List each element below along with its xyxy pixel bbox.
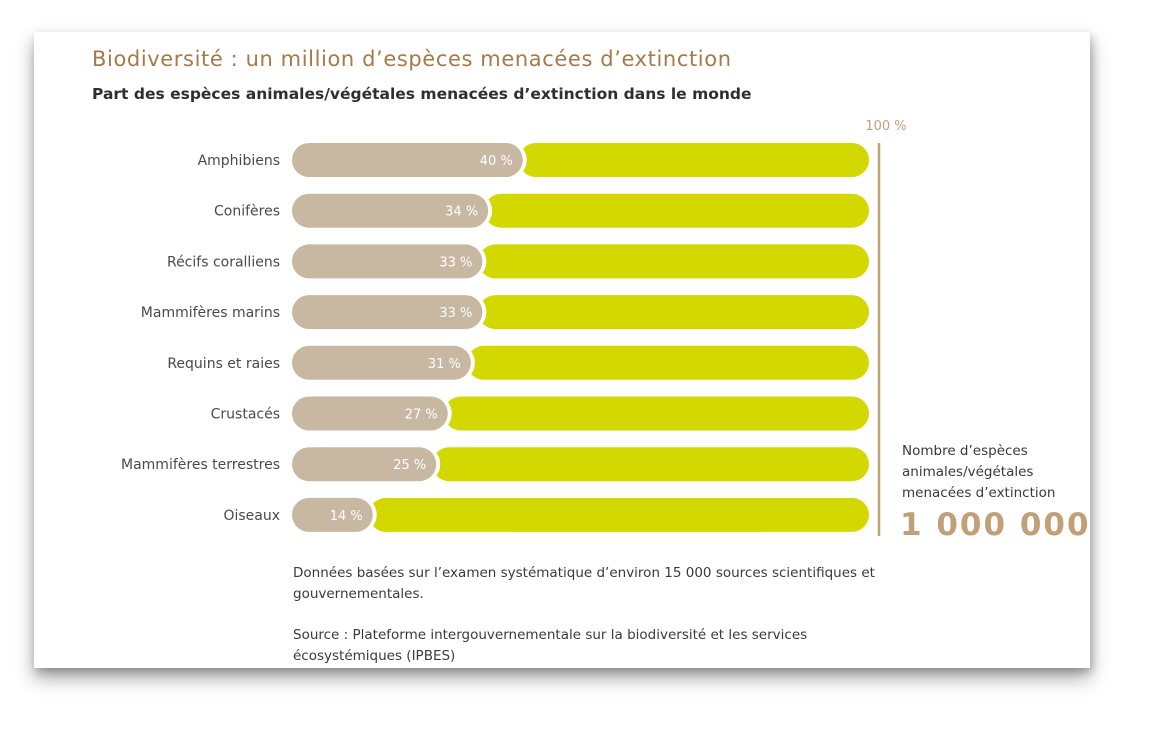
bar-threatened [292,244,483,279]
category-label: Crustacés [211,407,280,423]
category-label: Mammifères marins [141,305,280,321]
bar-threatened [292,193,489,228]
bar-value-label: 40 % [480,154,513,169]
bar-remainder [443,396,869,431]
bar-threatened [292,143,523,177]
bar-remainder [466,345,869,380]
bar-value-label: 27 % [405,408,438,423]
bar-threatened [292,396,448,431]
bar-value-label: 33 % [439,255,472,270]
bar-remainder [518,143,869,177]
chart-title: Biodiversité : un million d’espèces mena… [92,47,732,71]
bar-value-label: 34 % [445,205,478,220]
category-label: Oiseaux [223,508,280,524]
bar-threatened [292,295,483,330]
bar-remainder [368,497,869,532]
data-note: Données basées sur l’examen systématique… [293,565,875,602]
category-label: Mammifères terrestres [121,457,280,473]
bar-threatened [292,497,373,532]
category-label: Requins et raies [167,356,280,372]
bar-threatened [292,345,471,380]
source-note: Source : Plateforme intergouvernementale… [293,627,808,664]
bar-value-label: 31 % [428,357,461,372]
species-count-value: 1 000 000 [900,507,1091,543]
bar-value-label: 14 % [330,509,363,524]
category-label: Amphibiens [198,153,280,169]
max-axis-label: 100 % [865,119,906,134]
species-count-label: Nombre d’espèces animales/végétales mena… [902,443,1056,501]
bar-remainder [478,295,869,330]
bar-remainder [478,244,869,279]
bar-value-label: 33 % [439,306,472,321]
bar-remainder [432,447,869,482]
bar-value-label: 25 % [393,458,426,473]
chart-subtitle: Part des espèces animales/végétales mena… [92,85,752,103]
bar-remainder [484,193,869,228]
bar-threatened [292,447,437,482]
category-label: Récifs coralliens [167,254,280,270]
category-label: Conifères [214,204,280,220]
